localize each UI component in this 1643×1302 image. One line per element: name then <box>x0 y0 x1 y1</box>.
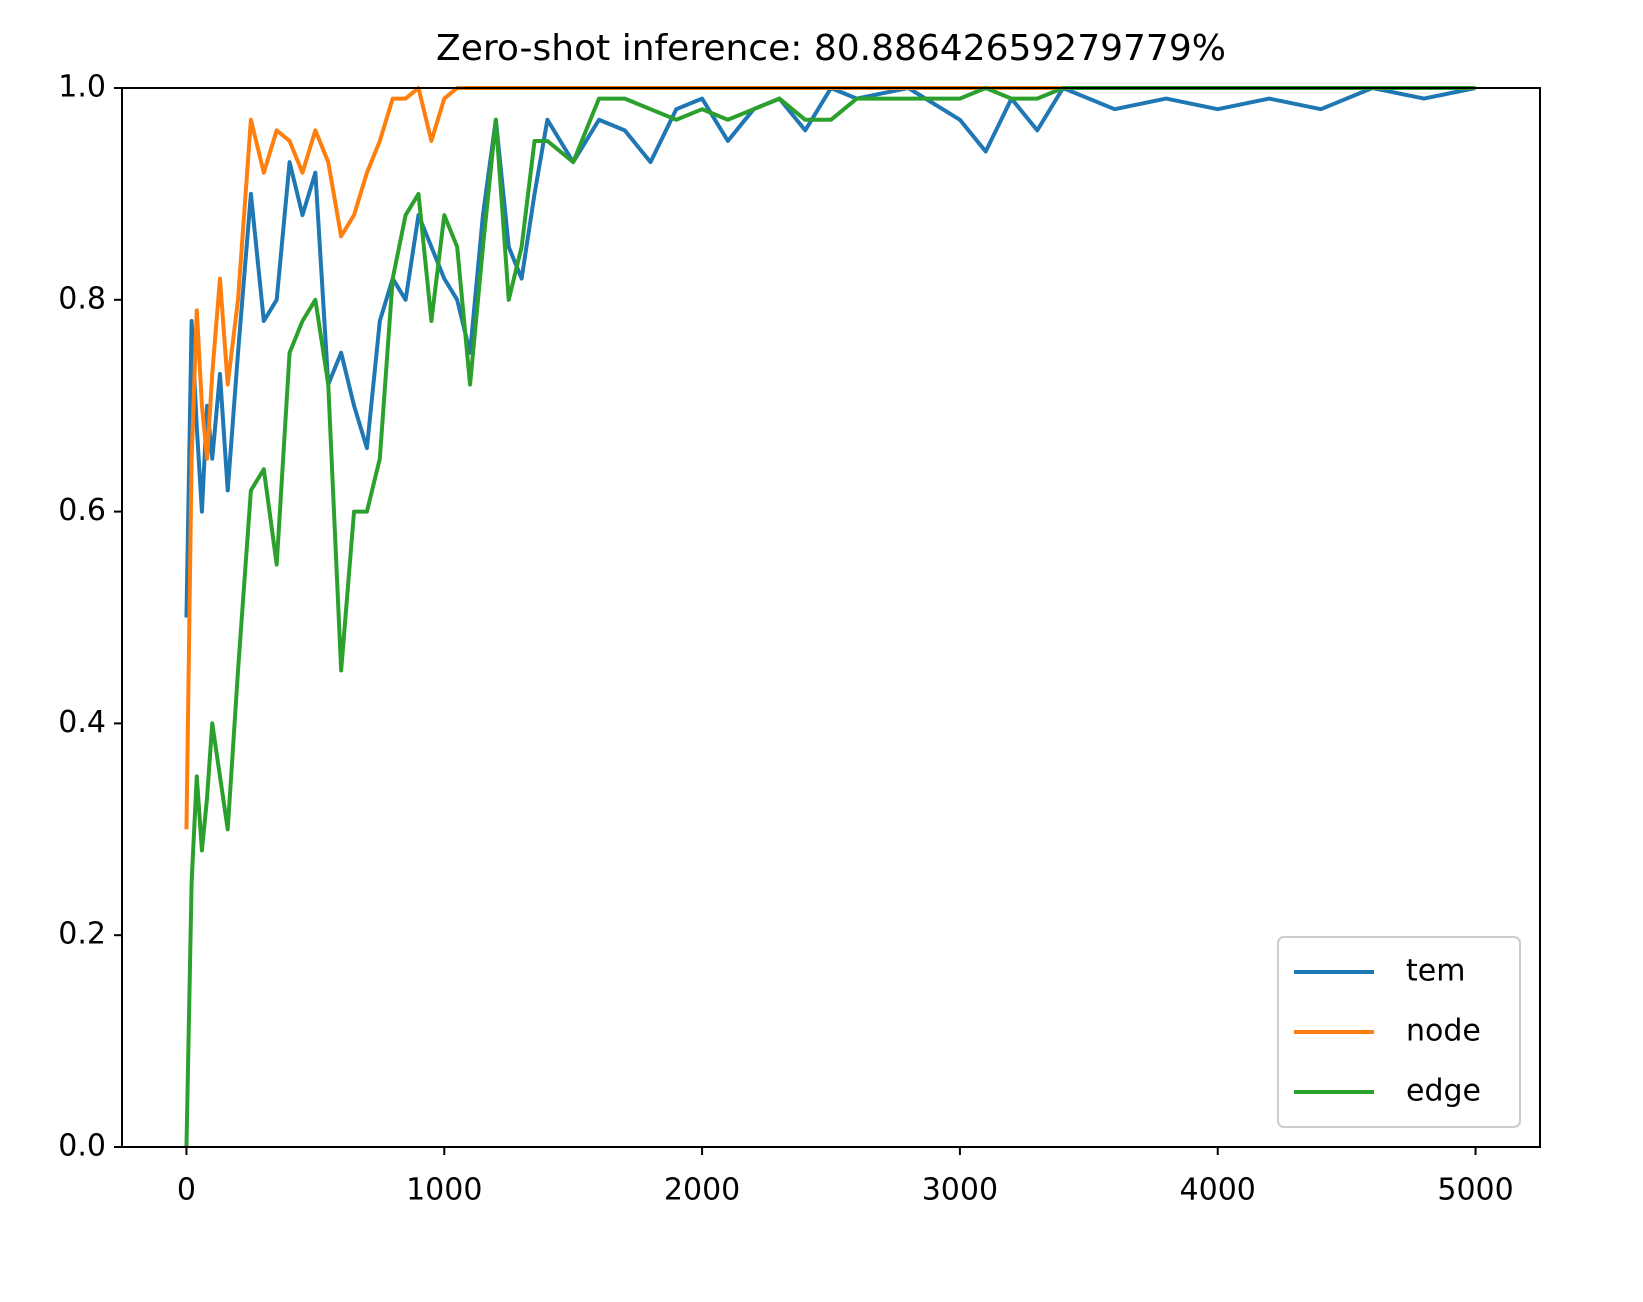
y-tick-label: 1.0 <box>58 70 106 105</box>
plot-frame <box>121 87 1541 1148</box>
chart-title: Zero-shot inference: 80.88642659279779% <box>436 28 1226 69</box>
x-tick-label: 4000 <box>1180 1173 1256 1208</box>
x-tick-label: 1000 <box>406 1173 482 1208</box>
y-tick-label: 0.4 <box>58 705 106 740</box>
y-tick-label: 0.0 <box>58 1129 106 1164</box>
y-tick-label: 0.2 <box>58 917 106 952</box>
x-tick-label: 2000 <box>664 1173 740 1208</box>
legend-label: tem <box>1406 954 1465 989</box>
legend-box <box>1277 936 1521 1128</box>
series-line <box>184 86 1476 618</box>
legend-label: edge <box>1406 1074 1481 1109</box>
x-tick-label: 5000 <box>1437 1173 1513 1208</box>
y-tick-label: 0.8 <box>58 281 106 316</box>
x-tick-label: 0 <box>177 1173 196 1208</box>
y-tick-label: 0.6 <box>58 493 106 528</box>
series-line <box>184 86 1476 1148</box>
legend-label: node <box>1406 1014 1481 1049</box>
x-tick-label: 3000 <box>922 1173 998 1208</box>
